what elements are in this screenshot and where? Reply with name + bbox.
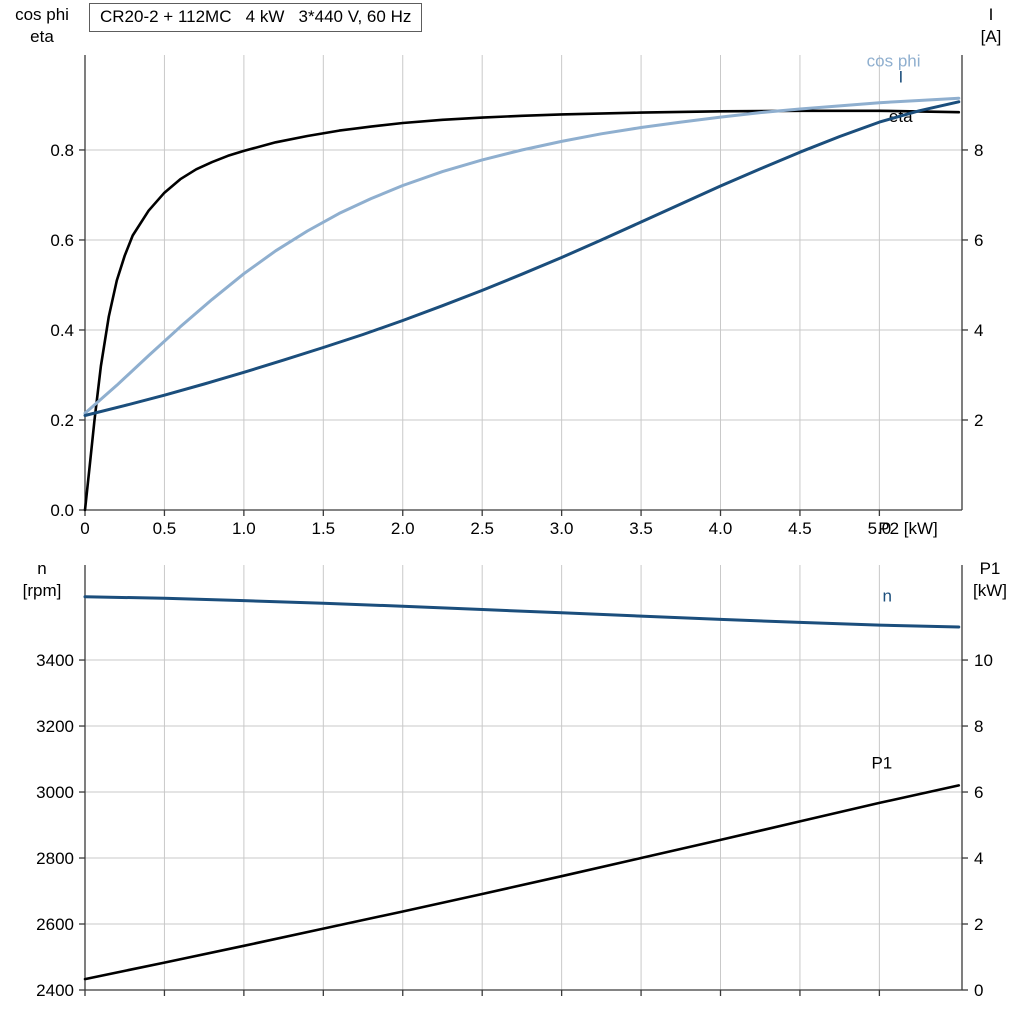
x-tick-label: 5.0 — [868, 519, 892, 538]
left-tick-label: 2600 — [36, 915, 74, 934]
series-cos-phi-label: cos phi — [867, 52, 921, 71]
series-i-curve — [83, 100, 961, 417]
x-tick-label: 0.5 — [153, 519, 177, 538]
series-p1-label: P1 — [871, 753, 892, 772]
left-tick-label: 2400 — [36, 981, 74, 1000]
axis-title-eta: eta — [30, 27, 54, 46]
right-tick-label: 4 — [974, 849, 983, 868]
x-tick-label: 2.5 — [470, 519, 494, 538]
x-tick-label: 3.5 — [629, 519, 653, 538]
x-tick-label: 3.0 — [550, 519, 574, 538]
series-n-curve — [83, 595, 961, 629]
left-tick-label: 0.8 — [50, 141, 74, 160]
right-tick-label: 6 — [974, 231, 983, 250]
top-left-axis-title: cos phi eta — [2, 4, 82, 48]
x-axis-title: P2 [kW] — [878, 519, 938, 538]
top-right-axis-title: I [A] — [962, 4, 1020, 48]
axis-title-p1-unit: [kW] — [973, 581, 1007, 600]
x-tick-label: 1.0 — [232, 519, 256, 538]
x-tick-label: 4.0 — [709, 519, 733, 538]
x-tick-label: 2.0 — [391, 519, 415, 538]
axis-title-current: I — [988, 5, 994, 24]
right-tick-label: 2 — [974, 411, 983, 430]
left-tick-label: 3200 — [36, 717, 74, 736]
axis-title-current-unit: [A] — [980, 27, 1002, 46]
right-tick-label: 6 — [974, 783, 983, 802]
left-tick-label: 0.6 — [50, 231, 74, 250]
right-tick-label: 0 — [974, 981, 983, 1000]
series-eta-curve — [83, 109, 961, 512]
left-tick-label: 3400 — [36, 651, 74, 670]
x-tick-label: 4.5 — [788, 519, 812, 538]
right-tick-label: 8 — [974, 717, 983, 736]
right-tick-label: 2 — [974, 915, 983, 934]
left-tick-label: 0.2 — [50, 411, 74, 430]
x-tick-label: 0 — [80, 519, 89, 538]
series-p1-curve — [83, 784, 961, 981]
series-n-label: n — [883, 586, 892, 605]
axis-title-p1: P1 — [979, 559, 1001, 578]
axis-title-speed: n — [37, 559, 47, 578]
axis-title-cos-phi: cos phi — [15, 5, 69, 24]
chart-title: CR20-2 + 112MC 4 kW 3*440 V, 60 Hz — [89, 3, 423, 32]
x-tick-label: 1.5 — [311, 519, 335, 538]
series-cos-phi-curve — [83, 96, 961, 415]
axis-title-speed-unit: [rpm] — [22, 581, 62, 600]
right-tick-label: 8 — [974, 141, 983, 160]
right-tick-label: 10 — [974, 651, 993, 670]
left-tick-label: 3000 — [36, 783, 74, 802]
bottom-left-axis-title: n [rpm] — [2, 558, 82, 602]
left-tick-label: 0.0 — [50, 501, 74, 520]
series-i-label: I — [898, 67, 903, 86]
bottom-right-axis-title: P1 [kW] — [960, 558, 1020, 602]
right-tick-label: 4 — [974, 321, 983, 340]
left-tick-label: 0.4 — [50, 321, 74, 340]
left-tick-label: 2800 — [36, 849, 74, 868]
